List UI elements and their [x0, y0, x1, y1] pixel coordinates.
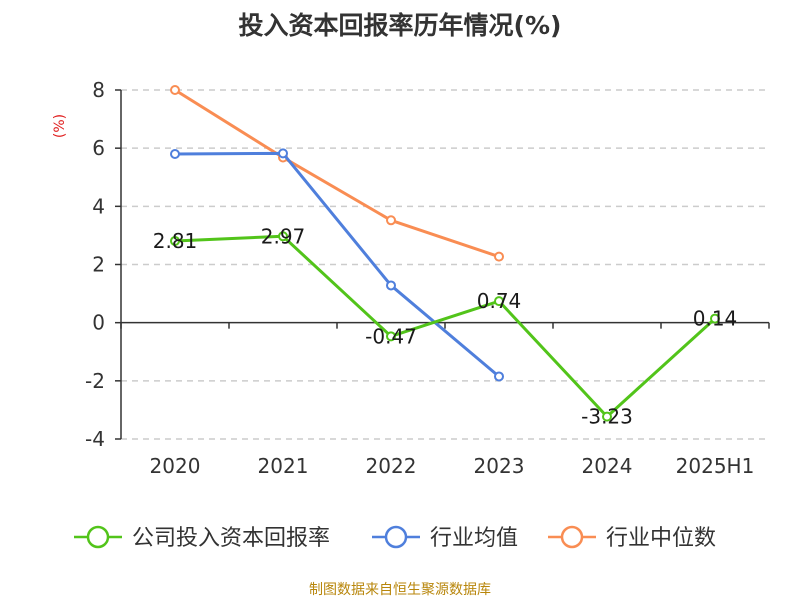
x-tick-label: 2025H1: [676, 454, 755, 478]
grid-lines: [121, 89, 769, 440]
data-point: [170, 85, 180, 95]
y-tick-label: 2: [92, 253, 105, 277]
data-point: [602, 411, 612, 422]
legend-label: 公司投入资本回报率: [132, 526, 330, 551]
series-line: [174, 234, 717, 419]
data-point: [494, 371, 504, 382]
legend-marker: [86, 525, 110, 549]
y-tick-label: 6: [92, 136, 105, 160]
axes: -4 -2 0 2 4 6 8 2020 2021 2022 2023 2024 2025H1: [85, 78, 770, 478]
x-tick-label: 2022: [366, 454, 417, 478]
data-label: -0.47: [365, 324, 417, 348]
data-point: [278, 148, 288, 159]
data-label: -3.23: [581, 405, 633, 429]
legend-marker: [560, 525, 584, 549]
x-tick-label: 2021: [258, 454, 309, 478]
y-tick-label: 0: [92, 311, 105, 335]
data-point: [386, 331, 396, 342]
series-line: [174, 88, 500, 259]
x-tick-label: 2020: [150, 454, 201, 478]
y-tick-label: -2: [85, 369, 105, 393]
data-point: [170, 148, 180, 159]
data-point: [386, 215, 396, 226]
data-label: 0.14: [693, 307, 738, 331]
series-line: [174, 151, 500, 378]
data-point: [386, 280, 396, 291]
data-labels: 2.81 2.97 -0.47 0.74 -3.23 0.14: [153, 224, 738, 428]
legend-label: 行业均值: [430, 526, 518, 551]
y-axis-unit-label: (%): [52, 114, 68, 138]
legend-item[interactable]: 公司投入资本回报率: [74, 525, 330, 551]
x-tick-label: 2023: [474, 454, 525, 478]
data-label: 0.74: [477, 289, 522, 313]
legend-marker: [384, 525, 408, 549]
legend-item[interactable]: 行业均值: [372, 525, 518, 551]
y-tick-label: -4: [85, 427, 105, 451]
data-point: [710, 313, 720, 324]
y-tick-label: 8: [92, 78, 105, 102]
data-point: [494, 251, 504, 262]
chart-title: 投入资本回报率历年情况(%): [238, 11, 562, 40]
data-point: [170, 235, 180, 246]
data-point: [494, 296, 504, 307]
data-label: 2.81: [153, 229, 198, 253]
x-tick-label: 2024: [582, 454, 633, 478]
legend[interactable]: 公司投入资本回报率 行业均值 行业中位数: [74, 525, 716, 551]
legend-label: 行业中位数: [606, 526, 716, 551]
series-lines: [170, 85, 720, 422]
data-label: 2.97: [261, 224, 306, 248]
source-note: 制图数据来自恒生聚源数据库: [309, 582, 491, 598]
legend-item[interactable]: 行业中位数: [548, 525, 716, 551]
y-tick-label: 4: [92, 194, 105, 218]
data-point: [278, 231, 288, 242]
